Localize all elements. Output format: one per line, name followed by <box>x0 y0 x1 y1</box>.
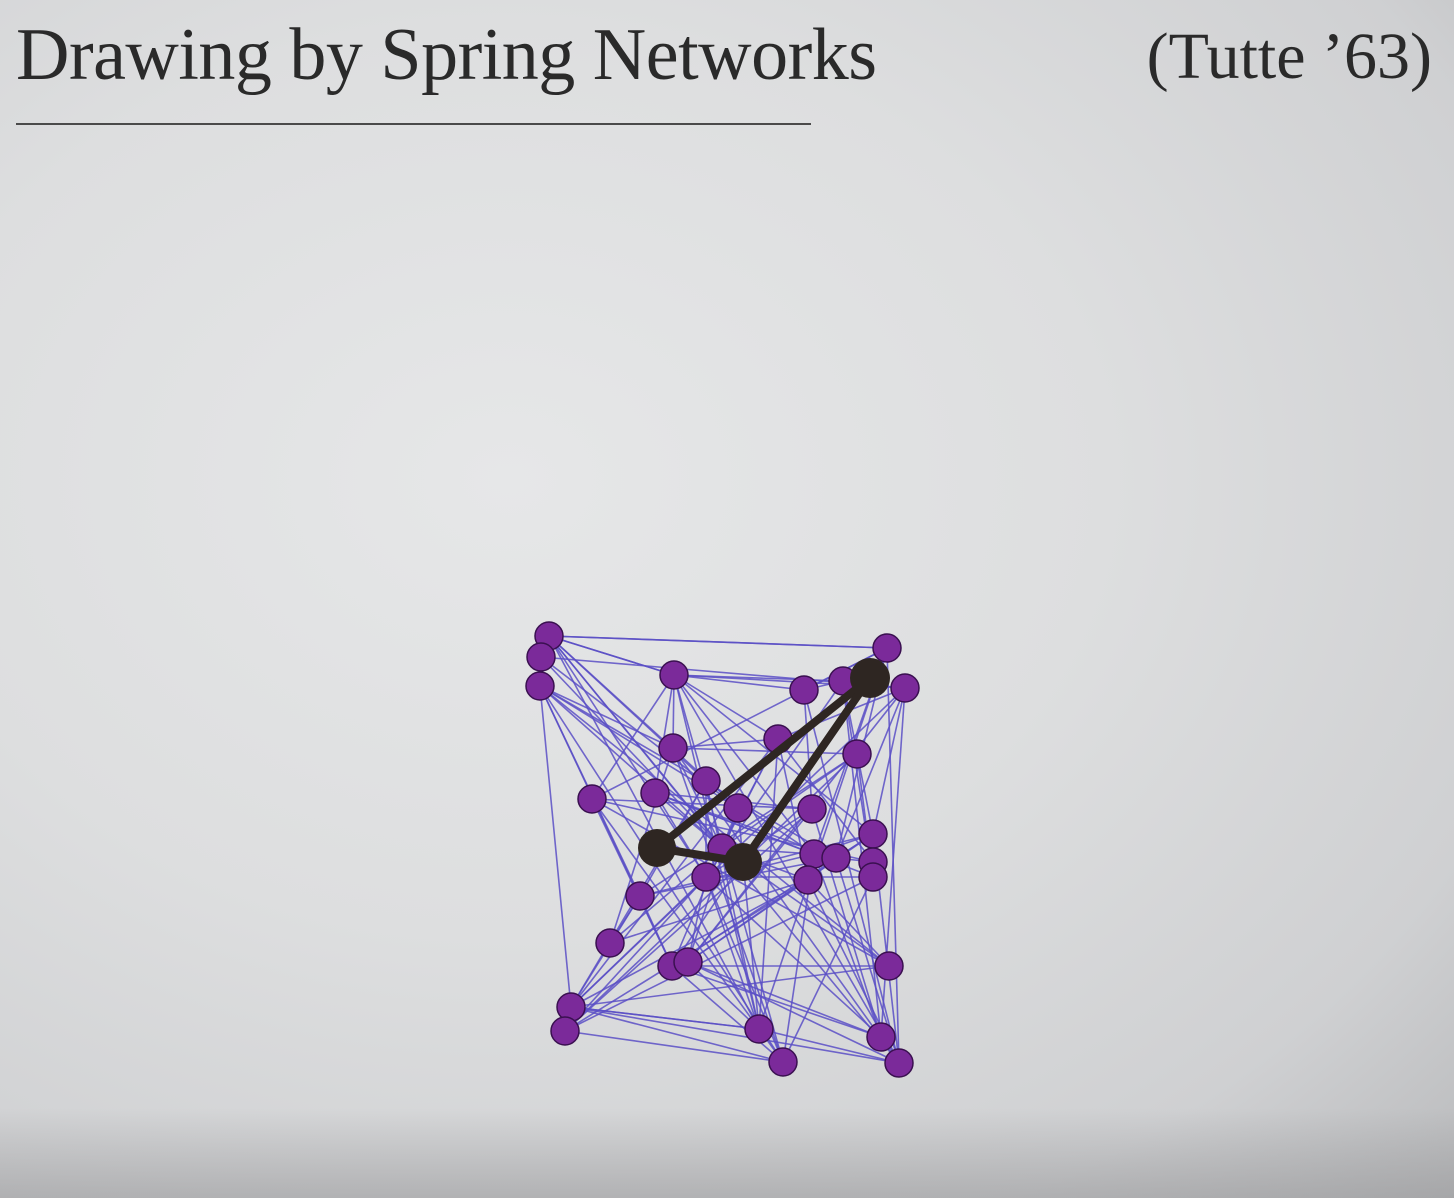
graph-edge <box>539 685 674 749</box>
graph-edge <box>591 798 760 1030</box>
graph-edge <box>570 965 890 1008</box>
graph-node <box>789 675 819 705</box>
graph-node <box>890 673 920 703</box>
graph-node <box>842 739 872 769</box>
graph-node <box>797 794 827 824</box>
graph-edge <box>782 876 874 1063</box>
graph-node <box>625 881 655 911</box>
highlighted-node <box>638 829 676 867</box>
graph-edge <box>673 674 805 691</box>
graph-node <box>658 733 688 763</box>
graph-node <box>874 951 904 981</box>
graph-edge <box>673 674 779 740</box>
graph-edge <box>687 879 809 963</box>
graph-edge <box>564 808 813 1032</box>
graph-edge <box>687 961 900 1064</box>
graph-edge <box>639 853 815 897</box>
graph-node <box>595 928 625 958</box>
highlighted-node <box>850 658 890 698</box>
citation: (Tutte ’63) <box>1146 20 1432 93</box>
graph-edge <box>687 961 882 1038</box>
graph-edge <box>872 687 906 835</box>
highlighted-edge <box>739 674 874 866</box>
graph-edge <box>803 689 813 810</box>
graph-node <box>525 671 555 701</box>
graph-edge <box>548 635 675 676</box>
graph-edge <box>570 1006 784 1063</box>
title-underline <box>16 123 811 125</box>
graph-node <box>723 793 753 823</box>
graph-edge <box>609 879 809 944</box>
graph-edge <box>671 965 784 1063</box>
graph-node <box>768 1047 798 1077</box>
graph-node <box>550 1016 580 1046</box>
graph-edge <box>654 792 707 878</box>
graph-edge <box>758 738 779 1030</box>
graph-nodes <box>525 621 920 1078</box>
graph-edge <box>673 674 900 1064</box>
graph-edge <box>672 747 858 755</box>
graph-edge <box>591 798 890 967</box>
graph-node <box>872 633 902 663</box>
graph-edge <box>539 685 784 1063</box>
graph-node <box>673 947 703 977</box>
graph-edge <box>671 965 882 1038</box>
graph-node <box>526 642 556 672</box>
graph-edge <box>539 685 572 1008</box>
graph-node <box>858 819 888 849</box>
graph-edge <box>591 674 675 800</box>
highlighted-edge <box>653 674 874 852</box>
graph-edge <box>570 1006 900 1064</box>
graph-edge <box>705 780 760 1030</box>
graph-node <box>744 1014 774 1044</box>
graph-edge <box>639 753 858 897</box>
graph-edge <box>548 635 888 649</box>
graph-edge <box>673 674 815 855</box>
graph-edge <box>672 738 779 749</box>
graph-edge <box>687 961 760 1030</box>
graph-node <box>640 778 670 808</box>
graph-node <box>659 660 689 690</box>
graph-edge <box>591 798 813 810</box>
graph-node <box>577 784 607 814</box>
graph-edge <box>570 876 707 1008</box>
graph-edge <box>813 853 882 1038</box>
graph-edge <box>705 876 760 1030</box>
graph-node <box>858 862 888 892</box>
slide-title: Drawing by Spring Networks <box>16 14 877 96</box>
graph-edge <box>777 738 874 863</box>
graph-edge <box>570 1006 760 1030</box>
highlighted-node <box>724 843 762 881</box>
graph-node <box>866 1022 896 1052</box>
graph-edge <box>654 674 675 794</box>
graph-edge <box>807 879 890 967</box>
graph-node <box>821 843 851 873</box>
highlighted-triangle <box>638 658 890 881</box>
graph-edge <box>570 879 809 1008</box>
graph-edge <box>687 808 813 963</box>
graph-node <box>691 766 721 796</box>
graph-edge <box>539 685 837 859</box>
graph-node <box>691 862 721 892</box>
graph-edge <box>758 1028 900 1064</box>
graph-edge <box>564 876 874 1032</box>
graph-edge <box>564 1030 784 1063</box>
graph-node <box>884 1048 914 1078</box>
graph-node <box>793 865 823 895</box>
